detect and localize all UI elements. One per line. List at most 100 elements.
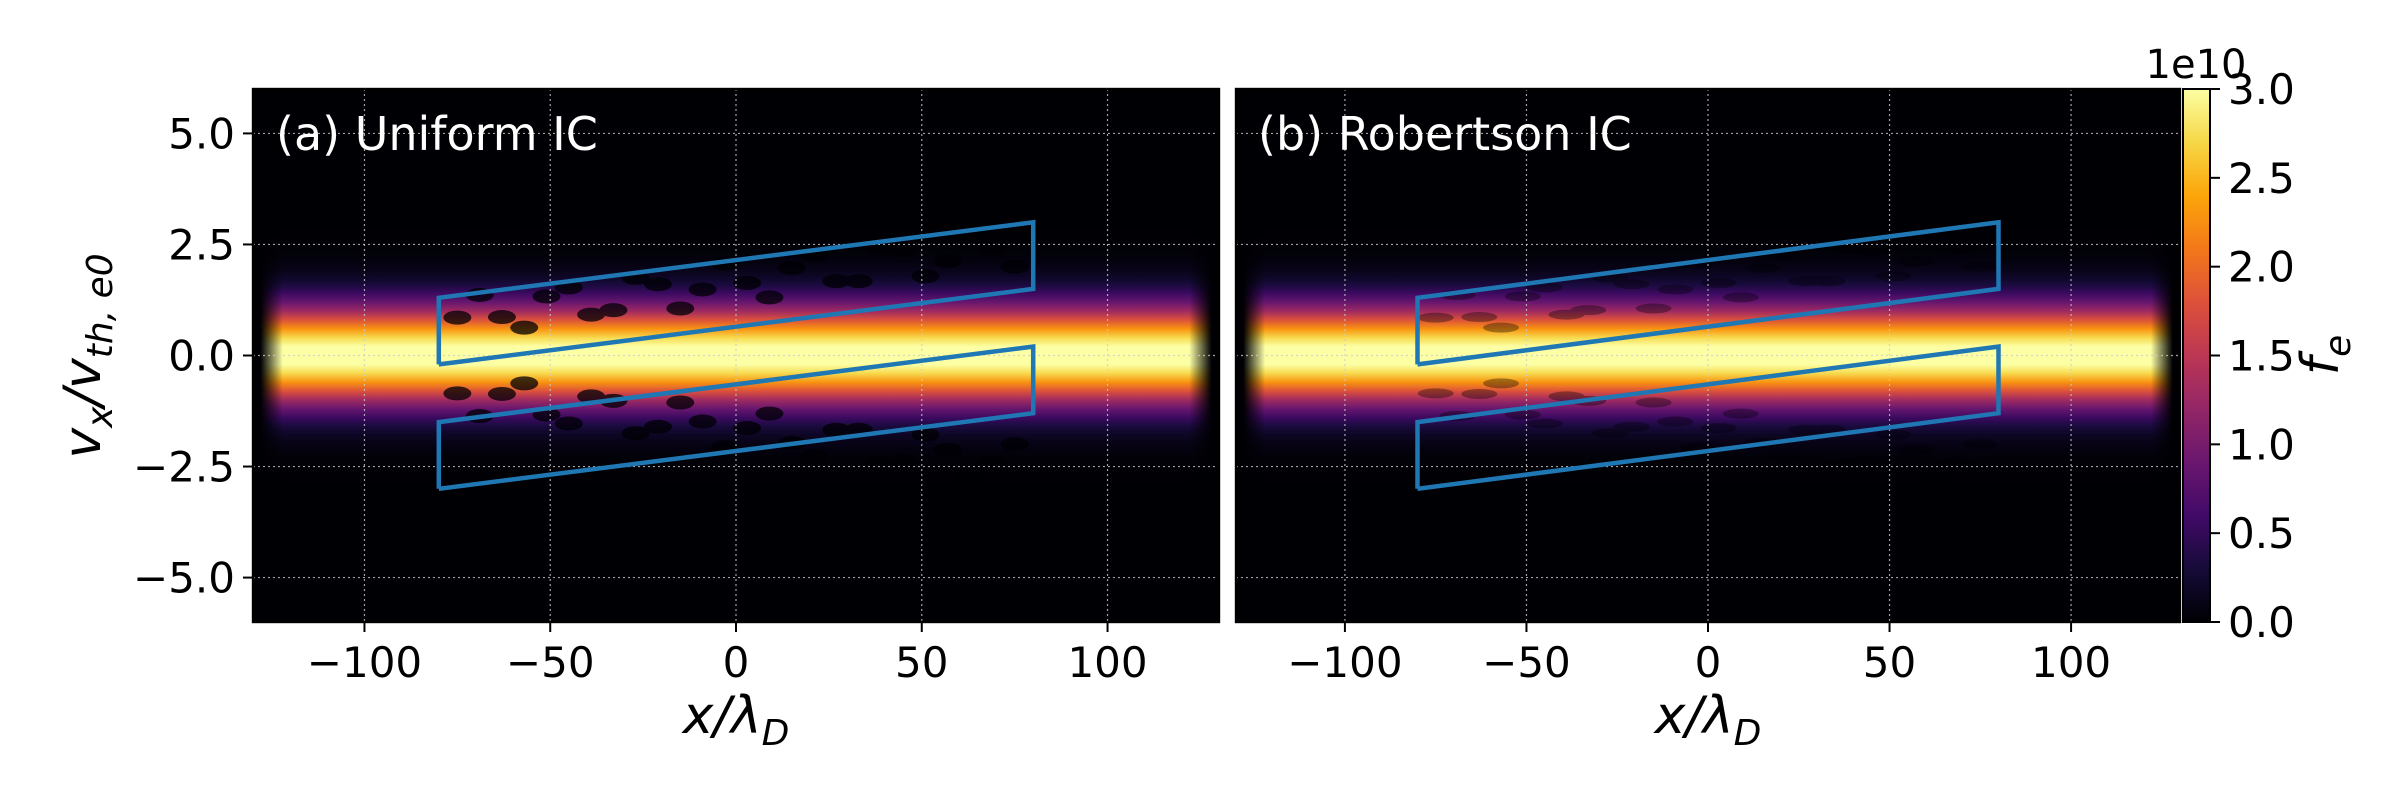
field-hole bbox=[666, 395, 695, 410]
field-hole bbox=[911, 427, 940, 442]
field-hole bbox=[1853, 455, 1890, 466]
field-hole bbox=[1809, 276, 1846, 287]
colorbar-tick-label: 2.0 bbox=[2228, 243, 2295, 292]
field-hole bbox=[1483, 322, 1520, 333]
field-hole bbox=[844, 274, 873, 289]
field-hole bbox=[1918, 473, 1955, 484]
x-tick-label: −100 bbox=[307, 638, 422, 687]
colorbar-tick-label: 0.0 bbox=[2228, 598, 2295, 647]
field-hole bbox=[1962, 261, 1999, 272]
field-hole bbox=[1570, 305, 1607, 316]
field-hole bbox=[1766, 451, 1803, 462]
field-hole bbox=[1504, 409, 1541, 420]
field-hole bbox=[1700, 277, 1737, 288]
field-hole bbox=[1831, 457, 1868, 468]
field-hole bbox=[889, 243, 918, 258]
x-tick-label: −50 bbox=[1482, 638, 1571, 687]
field-hole bbox=[822, 274, 851, 289]
grid-a bbox=[253, 89, 1219, 622]
x-tick-label: 50 bbox=[1863, 638, 1916, 687]
x-tick-label: −50 bbox=[506, 638, 595, 687]
field-hole bbox=[755, 290, 784, 305]
panel-label-b: (b) Robertson IC bbox=[1258, 107, 1632, 161]
field-hole bbox=[510, 320, 539, 335]
colorbar-scale-text: 1e10 bbox=[2146, 42, 2247, 88]
field-hole bbox=[1657, 284, 1694, 295]
field-hole bbox=[1853, 245, 1890, 256]
colorbar-tick-label: 2.5 bbox=[2228, 154, 2295, 203]
field-hole bbox=[956, 471, 985, 486]
y-tick-label: 0.0 bbox=[168, 332, 235, 381]
field-hole bbox=[1483, 378, 1520, 389]
lower-box bbox=[1415, 344, 2001, 492]
field-hole bbox=[1613, 279, 1650, 290]
y-ticks-a: 5.0 2.5 0.0 −2.5 −5.0 bbox=[133, 109, 253, 603]
field-hole bbox=[978, 455, 1007, 470]
colorbar-tick-label: 1.5 bbox=[2228, 332, 2295, 381]
field-hole bbox=[755, 406, 784, 421]
upper-box bbox=[436, 219, 1036, 367]
field-hole bbox=[889, 453, 918, 468]
field-hole bbox=[1896, 256, 1933, 267]
field-hole bbox=[1788, 424, 1825, 435]
y-axis-label: vx/vth, e0 bbox=[53, 253, 121, 458]
y-tick-label: 2.5 bbox=[168, 220, 235, 269]
field-hole bbox=[733, 275, 762, 290]
field-hole bbox=[621, 426, 650, 441]
field-hole bbox=[1548, 391, 1585, 402]
field-hole bbox=[487, 310, 516, 325]
field-hole bbox=[1504, 291, 1541, 302]
x-tick-label: 100 bbox=[1067, 638, 1147, 687]
field-hole bbox=[911, 269, 940, 284]
lower-box bbox=[436, 344, 1036, 492]
field-hole bbox=[1000, 437, 1029, 452]
field-hole bbox=[1962, 439, 1999, 450]
field-hole bbox=[1526, 418, 1563, 429]
field-hole bbox=[1461, 312, 1498, 323]
field-hole bbox=[1635, 303, 1672, 314]
field-hole bbox=[643, 277, 672, 292]
x-tick-label: 0 bbox=[723, 638, 750, 687]
overlay-boxes-a bbox=[436, 219, 1036, 492]
x-axis-label-a: x/λD bbox=[681, 686, 790, 754]
field-hole bbox=[1831, 243, 1868, 254]
field-hole bbox=[933, 254, 962, 269]
field-hole bbox=[933, 442, 962, 457]
colorbar-tick-label: 3.0 bbox=[2228, 65, 2295, 114]
x-tick-label: −100 bbox=[1287, 638, 1402, 687]
field-hole bbox=[1700, 423, 1737, 434]
field-hole bbox=[577, 307, 606, 322]
field-hole bbox=[978, 241, 1007, 256]
field-hole bbox=[800, 449, 829, 464]
field-hole bbox=[510, 376, 539, 391]
field-hole bbox=[822, 422, 851, 437]
colorbar-ticks: 0.0 0.5 1.0 1.5 2.0 2.5 3.0 bbox=[2210, 65, 2295, 647]
field-hole bbox=[443, 386, 472, 401]
overlay-boxes-b bbox=[1415, 219, 2001, 492]
field-hole bbox=[643, 419, 672, 434]
colorbar-tick-label: 1.0 bbox=[2228, 420, 2295, 469]
field-hole bbox=[1788, 276, 1825, 287]
x-tick-label: 100 bbox=[2031, 638, 2111, 687]
field-hole bbox=[1591, 428, 1628, 439]
field-hole bbox=[688, 414, 717, 429]
panel-a: (a) Uniform IC −100 −50 0 50 100 5.0 2.5 0.0 −2… bbox=[53, 87, 1221, 754]
field-hole bbox=[532, 289, 561, 304]
y-tick-label: −2.5 bbox=[133, 443, 235, 492]
field-hole bbox=[1417, 388, 1454, 399]
x-ticks-b: −100 −50 0 50 100 bbox=[1287, 622, 2111, 687]
field-hole bbox=[554, 416, 583, 431]
field-hole bbox=[487, 386, 516, 401]
upper-box bbox=[1415, 219, 2001, 367]
field-hole bbox=[599, 303, 628, 318]
field-hole bbox=[443, 310, 472, 325]
field-hole bbox=[1417, 312, 1454, 323]
field-hole bbox=[1461, 388, 1498, 399]
x-tick-label: 0 bbox=[1695, 638, 1722, 687]
field-hole bbox=[1875, 429, 1912, 440]
field-hole bbox=[1940, 457, 1977, 468]
field-hole bbox=[1722, 408, 1759, 419]
colorbar-tick-label: 0.5 bbox=[2228, 509, 2295, 558]
field-hole bbox=[666, 301, 695, 316]
colorbar-gradient bbox=[2182, 88, 2211, 623]
